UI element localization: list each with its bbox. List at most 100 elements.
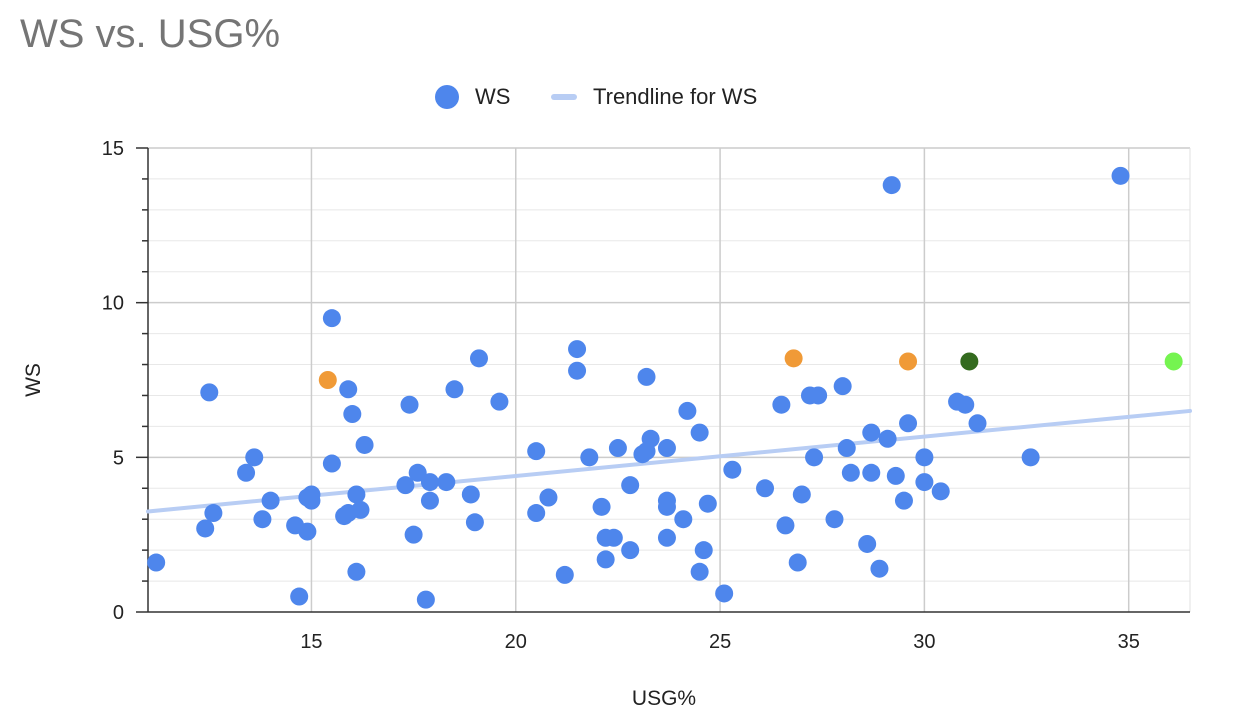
data-point	[862, 463, 881, 482]
data-point	[339, 380, 358, 399]
data-point	[886, 466, 905, 485]
data-point	[261, 491, 280, 510]
x-axis-title: USG%	[632, 687, 696, 710]
data-point	[690, 423, 709, 442]
data-point	[555, 565, 574, 584]
data-point	[568, 361, 587, 380]
data-point	[347, 485, 366, 504]
data-point	[490, 392, 509, 411]
data-point	[837, 439, 856, 458]
chart-title: WS vs. USG%	[20, 12, 281, 56]
data-point	[641, 429, 660, 448]
data-point	[776, 516, 795, 535]
data-point	[878, 429, 897, 448]
data-point	[527, 504, 546, 523]
data-point	[351, 500, 370, 519]
data-point	[694, 541, 713, 560]
data-point	[1164, 352, 1183, 371]
y-axis-title: WS	[22, 363, 45, 397]
data-point	[196, 519, 215, 538]
data-point	[637, 367, 656, 386]
data-point	[772, 395, 791, 414]
data-point	[445, 380, 464, 399]
data-point	[621, 541, 640, 560]
data-point	[698, 494, 717, 513]
x-tick-label: 25	[709, 631, 731, 653]
data-point	[592, 497, 611, 516]
data-point	[1111, 166, 1130, 185]
y-tick-label: 10	[102, 293, 124, 315]
data-point	[858, 534, 877, 553]
legend-marker-line	[551, 94, 577, 100]
y-tick-label: 0	[113, 602, 124, 624]
data-point	[608, 439, 627, 458]
data-point	[568, 340, 587, 359]
data-point	[792, 485, 811, 504]
data-point	[245, 448, 264, 467]
data-point	[674, 510, 693, 529]
data-point	[527, 442, 546, 461]
data-point	[204, 504, 223, 523]
data-point	[580, 448, 599, 467]
data-point	[809, 386, 828, 405]
data-point	[237, 463, 256, 482]
data-point	[322, 454, 341, 473]
data-point	[400, 395, 419, 414]
data-point	[715, 584, 734, 603]
data-point	[915, 473, 934, 492]
x-tick-label: 15	[300, 631, 322, 653]
data-point	[788, 553, 807, 572]
legend-marker-dot	[435, 85, 459, 109]
data-point	[298, 522, 317, 541]
data-point	[290, 587, 309, 606]
data-point	[322, 309, 341, 328]
data-point	[416, 590, 435, 609]
data-point	[968, 414, 987, 433]
data-point	[408, 463, 427, 482]
data-point	[147, 553, 166, 572]
data-point	[882, 176, 901, 195]
data-point	[841, 463, 860, 482]
data-point	[756, 479, 775, 498]
x-tick-label: 35	[1118, 631, 1140, 653]
data-point	[437, 473, 456, 492]
data-point	[931, 482, 950, 501]
x-tick-label: 30	[913, 631, 935, 653]
data-point	[723, 460, 742, 479]
data-point	[657, 439, 676, 458]
data-point	[302, 485, 321, 504]
data-point	[870, 559, 889, 578]
data-point	[1021, 448, 1040, 467]
data-point	[690, 562, 709, 581]
data-point	[343, 405, 362, 424]
legend: WS Trendline for WS	[0, 82, 1238, 112]
y-tick-label: 15	[102, 138, 124, 160]
data-point	[956, 395, 975, 414]
data-point	[621, 476, 640, 495]
data-point	[465, 513, 484, 532]
data-point	[469, 349, 488, 368]
legend-label-trendline: Trendline for WS	[593, 84, 758, 109]
data-point	[596, 550, 615, 569]
legend-item-trendline[interactable]: Trendline for WS	[551, 82, 757, 112]
legend-item-ws[interactable]: WS	[435, 82, 510, 112]
data-point	[604, 528, 623, 547]
data-point	[318, 371, 337, 389]
data-point	[461, 485, 480, 504]
data-point	[678, 401, 697, 420]
data-point	[862, 423, 881, 442]
data-point	[657, 528, 676, 547]
data-point	[899, 352, 918, 371]
data-point	[539, 488, 558, 507]
data-point	[960, 352, 979, 371]
data-point	[420, 491, 439, 510]
data-point	[396, 476, 415, 495]
data-point	[899, 414, 918, 433]
data-point	[404, 525, 423, 544]
data-point	[784, 349, 803, 368]
y-tick-label: 5	[113, 447, 124, 469]
data-point	[657, 497, 676, 516]
data-point	[347, 562, 366, 581]
data-point	[420, 473, 439, 492]
